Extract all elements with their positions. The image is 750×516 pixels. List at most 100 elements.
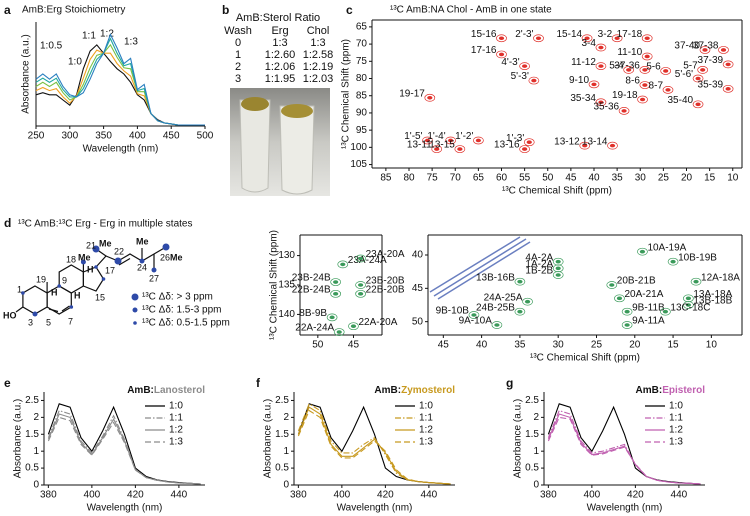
peak <box>336 330 342 334</box>
peak <box>624 323 630 327</box>
x-tick-label: 85 <box>380 173 392 184</box>
peak <box>639 249 646 254</box>
peak-label: 35-39 <box>698 79 724 90</box>
contour <box>660 307 671 316</box>
peak-label: 22A-20A <box>358 317 397 328</box>
peak-label: 8B-9B <box>299 308 327 319</box>
panel-label: e <box>4 376 11 390</box>
y-tick-label: 1 <box>283 446 289 457</box>
y-axis-label: ¹³C Chemical Shift (ppm) <box>341 39 352 149</box>
contour <box>514 307 526 316</box>
peak <box>616 296 623 301</box>
series-line <box>35 33 205 126</box>
x-axis-label: Wavelength (nm) <box>87 503 163 514</box>
y-tick-label: 1 <box>33 446 39 457</box>
atom-label: 17 <box>105 265 115 275</box>
peak <box>614 36 620 41</box>
x-tick-label: 400 <box>129 131 146 142</box>
contour <box>355 254 366 263</box>
contour <box>514 277 526 286</box>
ergosterol-structure: ¹³C AmB:¹³C Erg - Erg in multiple states… <box>3 219 230 329</box>
peak <box>522 147 528 151</box>
peak <box>427 95 433 100</box>
y-tick-label: 80 <box>356 73 368 84</box>
y-tick-label: 40 <box>412 250 424 261</box>
y-axis-label: ¹³C Chemical Shift (ppm) <box>269 230 280 340</box>
y-tick-label: 1.5 <box>525 429 539 440</box>
peak <box>609 143 616 148</box>
contour <box>337 260 349 269</box>
y-tick-label: 90 <box>356 108 368 119</box>
x-tick-label: 30 <box>635 173 647 184</box>
peak-label: 11-10 <box>617 47 642 58</box>
peak <box>448 138 454 143</box>
y-tick-label: 85 <box>356 90 368 101</box>
peak-label: 37-36 <box>614 61 640 72</box>
x-tick-label: 500 <box>197 131 214 142</box>
x-tick-label: 25 <box>591 340 603 351</box>
legend-label: 1:1 <box>669 413 683 424</box>
table-cell: 1:2.06 <box>265 61 296 73</box>
peak-label: 5'-6' <box>675 69 693 80</box>
peak-label: 19-17 <box>399 88 425 99</box>
peak <box>555 266 561 271</box>
peak-label: 8-7 <box>649 81 664 92</box>
peak <box>475 138 481 143</box>
y-tick-label: 130 <box>278 250 295 261</box>
x-tick-label: 400 <box>334 490 351 501</box>
peak-label: 1'-5' <box>404 131 422 142</box>
x-tick-label: 380 <box>40 490 57 501</box>
contour <box>699 46 711 54</box>
contour <box>637 247 648 256</box>
y-axis-label: Absorbance (a.u.) <box>13 399 24 479</box>
contour <box>595 62 607 70</box>
peak-label: 11-12 <box>571 57 596 68</box>
x-tick-label: 55 <box>519 173 531 184</box>
atom-label: Me <box>170 252 183 262</box>
atom-label: 9 <box>62 275 67 285</box>
x-tick-label: 380 <box>290 490 307 501</box>
legend-label: 1:0 <box>669 401 683 412</box>
peak-label: 4'-3' <box>501 57 519 68</box>
x-tick-label: 45 <box>565 173 577 184</box>
contour <box>552 271 564 279</box>
y-tick-label: 70 <box>356 39 368 50</box>
peak-label: 22B-20B <box>366 284 405 295</box>
peak <box>598 100 604 105</box>
table-cell: 2 <box>235 61 241 73</box>
x-axis-label: Wavelength (nm) <box>83 144 159 155</box>
peak-label: 5-6 <box>646 62 661 73</box>
legend-label: 1:1 <box>169 413 183 424</box>
contour <box>660 67 672 75</box>
y-tick-label: 1.5 <box>25 429 39 440</box>
peak-label: 1'-4' <box>427 131 445 142</box>
x-tick-label: 35 <box>514 340 526 351</box>
contour <box>722 60 734 69</box>
peak-label: 37-38 <box>693 41 719 52</box>
peak-label: 9B-11B <box>632 302 665 313</box>
peak <box>702 48 708 52</box>
peak <box>685 303 691 307</box>
atom-label: 27 <box>149 273 159 283</box>
x-tick-label: 440 <box>171 490 188 501</box>
x-tick-label: 440 <box>421 490 438 501</box>
x-tick-label: 400 <box>584 490 601 501</box>
peak-label: 10A-19A <box>647 242 686 253</box>
peak-label: 35-40 <box>667 95 693 106</box>
x-tick-label: 30 <box>553 340 565 351</box>
peak <box>609 283 615 287</box>
peak <box>582 143 588 148</box>
peak <box>644 36 650 41</box>
peak <box>517 309 523 314</box>
table-header: Erg <box>271 25 288 37</box>
contour <box>611 34 623 43</box>
peak-label: 9A-11A <box>632 316 665 327</box>
contour <box>641 52 653 61</box>
contour <box>614 294 625 303</box>
peak-label: 24B-25B <box>476 302 515 313</box>
peak <box>517 279 523 284</box>
y-tick-label: 0 <box>533 480 539 491</box>
peak-label: 17-18 <box>617 29 643 40</box>
table-cell: 1:2.19 <box>303 61 334 73</box>
